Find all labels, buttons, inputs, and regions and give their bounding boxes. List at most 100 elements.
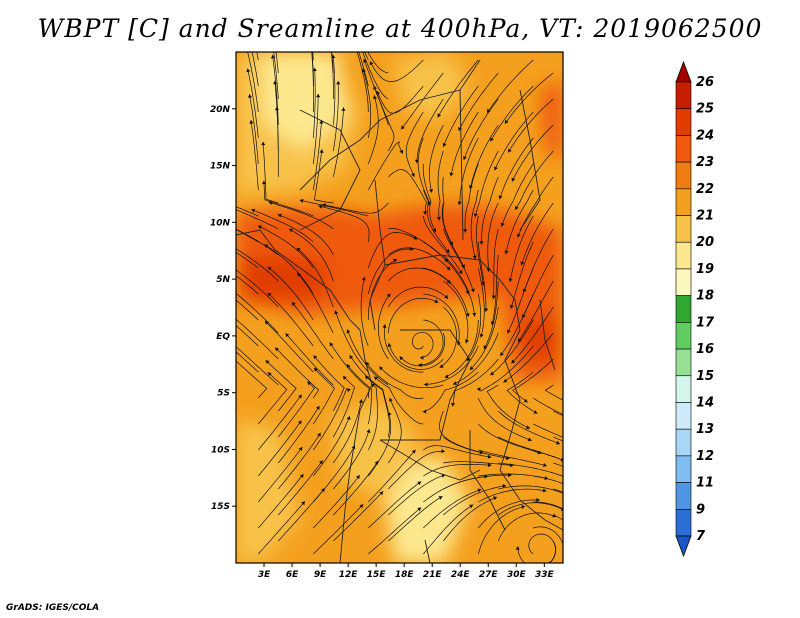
streamline-arrowhead [469,504,474,509]
streamline [274,347,320,399]
streamline [236,206,259,217]
streamline [258,394,302,451]
colorbar-segment [675,241,692,270]
streamline [491,254,499,326]
streamline [278,432,321,490]
streamline-arrowhead [424,382,428,387]
streamline [379,366,444,389]
colorbar-segment [675,348,692,377]
map-frame [235,51,564,564]
streamline-arrowhead [227,311,231,315]
country-borders [236,59,563,563]
streamline [236,318,279,360]
streamline-arrowhead [341,107,346,111]
streamline-arrowhead [465,313,470,317]
streamline [256,52,259,61]
streamline [501,163,534,227]
streamline-arrowhead [258,225,262,230]
streamline [236,351,259,373]
streamline [511,306,554,364]
streamline-arrowhead [297,420,302,425]
streamline-arrowhead [521,505,526,509]
streamline [533,501,563,510]
streamline-arrowhead [411,172,415,177]
streamline [368,411,392,477]
streamline [236,325,259,347]
streamline [494,111,534,171]
streamline-arrowhead [463,229,468,233]
streamline [236,360,268,399]
streamline-arrowhead [449,172,454,177]
streamline [333,429,370,490]
streamline-arrowhead [346,364,351,369]
streamline-arrowhead [267,266,272,271]
streamline [318,205,370,243]
lon-tick-label: 30E [507,570,527,580]
streamline [505,189,534,255]
streamline-arrowhead [422,211,427,215]
streamline [362,68,372,139]
streamline-arrowhead [543,463,547,467]
streamline-arrowhead [508,472,512,478]
streamline [313,474,360,529]
colorbar-label: 18 [696,289,714,304]
colorbar-segment [675,215,692,243]
streamline [416,98,444,164]
streamline-arrowhead [445,248,450,253]
streamline [486,59,534,113]
streamline [249,94,259,165]
streamline-arrowhead [244,43,248,47]
streamline [429,124,444,193]
streamline-arrowhead [411,449,416,454]
lon-tick-label: 24E [451,570,471,580]
streamline-arrowhead [487,454,492,459]
streamline [349,354,389,412]
streamline-arrowhead [379,491,384,496]
streamline [313,388,348,451]
streamline [511,124,554,182]
streamline-arrowhead [361,68,366,73]
streamline [333,399,362,464]
streamline-arrowhead [509,304,514,309]
streamline [368,449,416,503]
streamline-arrowhead [594,449,598,453]
streamline [477,506,526,555]
streamline [268,201,334,230]
colorbar-segment [675,322,692,350]
streamline [277,214,334,256]
streamline-arrowhead [515,205,519,210]
streamline [498,410,561,445]
streamline [291,301,334,360]
streamline [263,180,314,217]
streamline-arrowhead [336,80,341,85]
streamline-arrowhead [479,333,484,338]
streamline [437,150,444,221]
colorbar-label: 25 [696,102,714,117]
streamline [499,293,534,357]
streamline-arrowhead [458,127,462,131]
streamline [478,449,547,467]
streamline-arrowhead [500,222,505,227]
streamline [258,372,288,425]
streamline-arrowhead [358,399,363,403]
streamline-arrowhead [196,209,200,213]
streamline-arrowhead [226,286,230,290]
streamline [498,502,563,516]
streamline [477,397,532,441]
streamline [490,85,534,142]
streamline [388,169,427,215]
streamline-arrowhead [246,68,251,73]
streamline [276,106,279,177]
streamline-arrowhead [346,329,351,334]
streamline-arrowhead [413,235,418,240]
colorbar-label: 23 [696,155,714,170]
streamline [388,247,451,271]
streamline [478,499,540,529]
streamline [331,52,334,74]
streamline-arrowhead [329,342,334,347]
streamline-arrowhead [613,463,617,467]
streamline-arrowhead [309,42,313,46]
lat-tick-label: 20N [210,105,231,115]
streamline [417,137,430,206]
colorbar-label: 14 [696,395,714,410]
